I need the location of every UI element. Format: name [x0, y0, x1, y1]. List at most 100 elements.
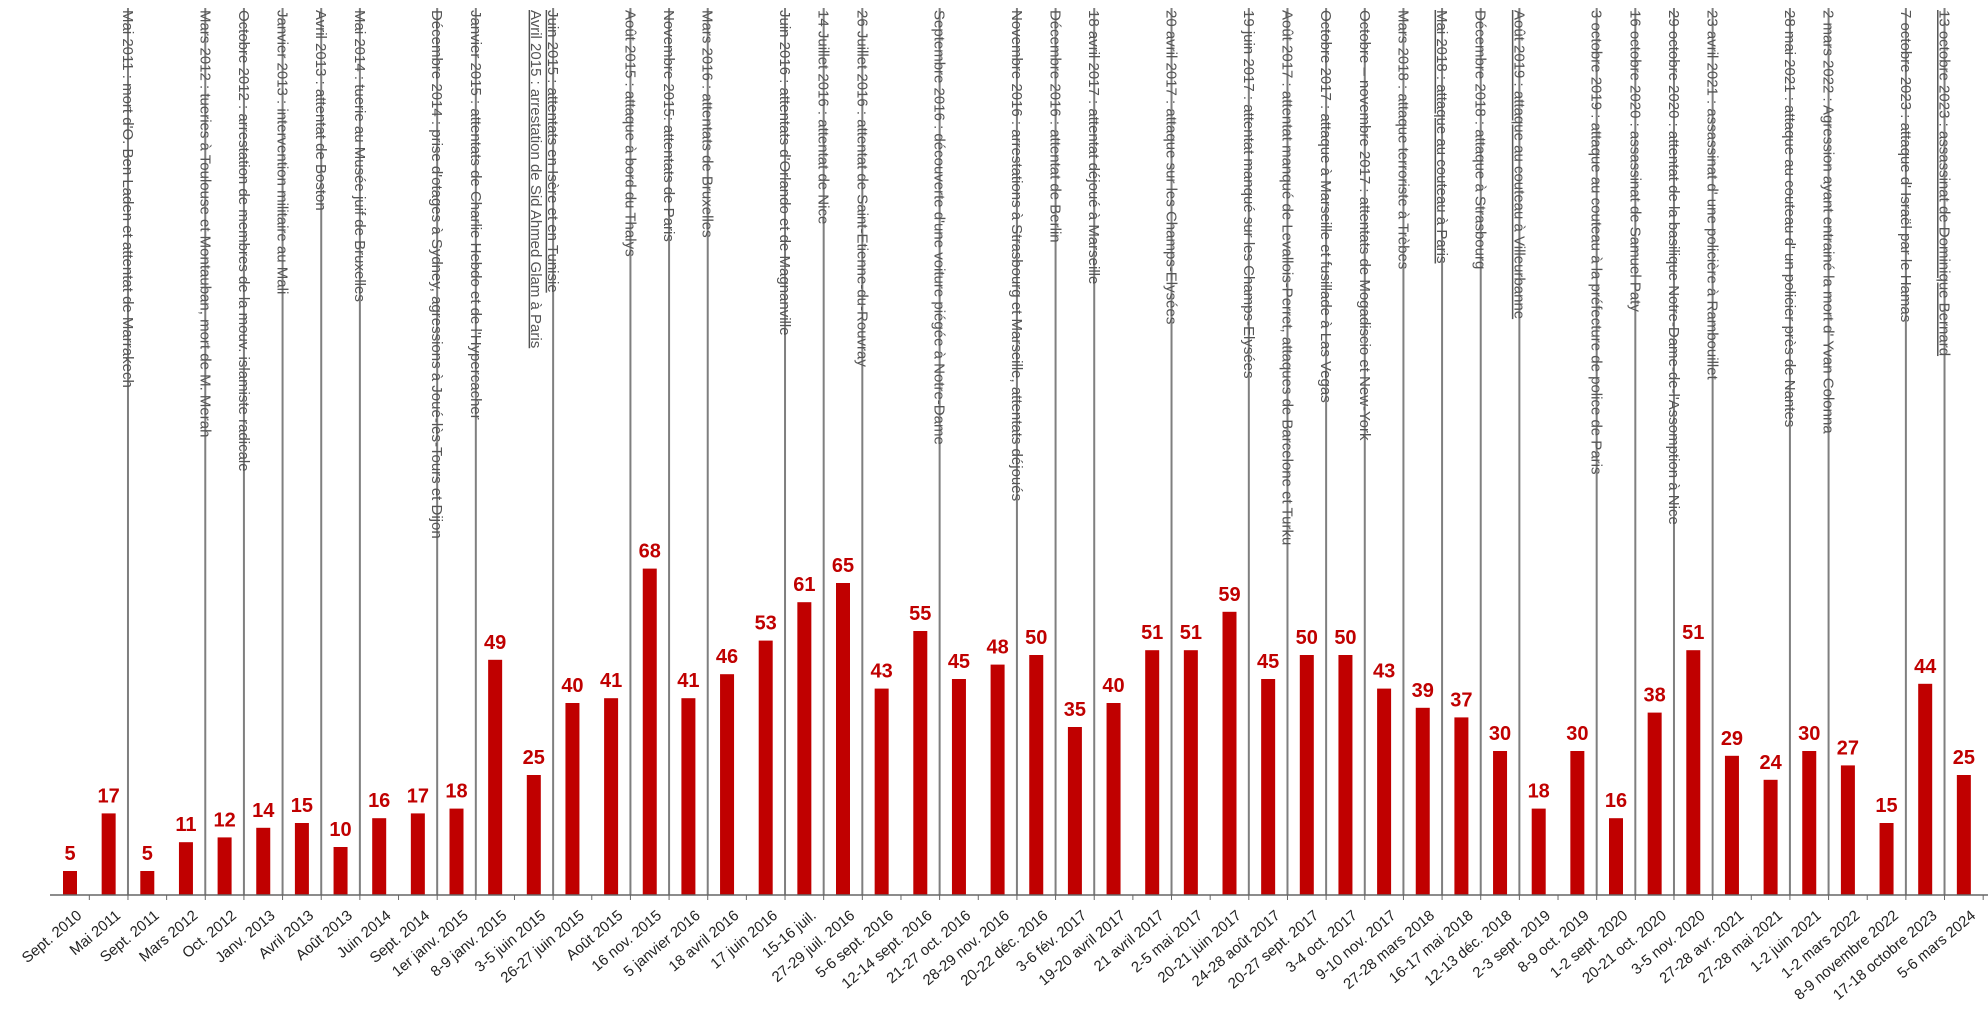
- event-annotation: Juin 2015 : attentats en Isère et en Tun…: [544, 10, 561, 293]
- event-annotation: Décembre 2014 : prise d'otages à Sydney,…: [428, 10, 445, 539]
- event-annotation: Novembre 2015: attentats de Paris: [660, 10, 677, 242]
- event-annotation: 14 Juillet 2016 : attentat de Nice: [815, 10, 832, 224]
- event-annotation: Mai 2014 : tuerie au Musée juif de Bruxe…: [351, 10, 368, 302]
- value-labels: 5 17 5 11 12 14 15 10 16 17 18 49 25 40 41 68 41 46 53 61 65…: [64, 541, 1975, 865]
- value-label: 17: [407, 785, 429, 807]
- bar: [642, 568, 657, 895]
- bar: [1106, 703, 1121, 895]
- event-annotations: Mai 2011 : mort d'O. Ben Laden et attent…: [119, 8, 1953, 895]
- bar: [758, 640, 773, 895]
- event-annotation: Octobre 2012 : arrestation de membres de…: [235, 10, 252, 472]
- bar: [294, 823, 309, 895]
- bar: [1377, 688, 1392, 895]
- bar: [1802, 751, 1817, 895]
- bar: [101, 813, 116, 895]
- bar: [681, 698, 696, 895]
- event-annotation: Décembre 2016 : attentat de Berlin: [1047, 10, 1064, 243]
- value-label: 38: [1644, 685, 1666, 707]
- event-annotation: 13 octobre 2023 : assassinat de Dominiqu…: [1936, 10, 1953, 356]
- event-annotation: Décembre 2018 : attaque à Strasbourg: [1472, 10, 1489, 269]
- value-label: 5: [142, 843, 153, 865]
- value-label: 15: [291, 795, 313, 817]
- bar: [720, 674, 735, 895]
- bar: [1570, 751, 1585, 895]
- event-annotation: Août 2017 : attentat manqué de Levallois…: [1278, 10, 1295, 545]
- value-label: 30: [1489, 723, 1511, 745]
- value-label: 45: [1257, 651, 1279, 673]
- event-annotation: 2 mars 2022 : Agression ayant entrainé l…: [1820, 10, 1837, 434]
- bar: [1067, 727, 1082, 895]
- event-annotation: Septembre 2016 : découverte d'une voitur…: [931, 10, 948, 445]
- event-annotation: Avril 2015 : arrestation de Sid Ahmed Gl…: [527, 10, 544, 348]
- bar: [1338, 655, 1353, 895]
- bar: [1763, 779, 1778, 895]
- event-annotation: Novembre 2016 : arrestations à Strasbour…: [1008, 10, 1025, 501]
- bar: [140, 871, 155, 895]
- value-label: 18: [445, 781, 467, 803]
- value-label: 24: [1759, 752, 1782, 774]
- bar: [874, 688, 889, 895]
- bars: [63, 568, 1971, 895]
- bar: [1956, 775, 1971, 895]
- value-label: 51: [1682, 622, 1704, 644]
- value-label: 61: [793, 574, 815, 596]
- bar: [951, 679, 966, 895]
- event-annotation: Juin 2016 : attentats d'Orlando et de Ma…: [776, 10, 793, 336]
- value-label: 43: [1373, 661, 1395, 683]
- bar: [1415, 707, 1430, 895]
- value-label: 41: [600, 670, 622, 692]
- event-annotation: Mai 2018 : attaque au couteau à Paris: [1433, 10, 1450, 264]
- bar: [526, 775, 541, 895]
- value-label: 49: [484, 632, 506, 654]
- bar: [1647, 712, 1662, 895]
- value-label: 37: [1450, 689, 1472, 711]
- bar: [1918, 683, 1933, 895]
- bar: [1299, 655, 1314, 895]
- value-label: 11: [175, 814, 196, 836]
- value-label: 39: [1412, 680, 1434, 702]
- value-label: 5: [64, 843, 75, 865]
- bar: [797, 602, 812, 895]
- value-label: 29: [1721, 728, 1743, 750]
- event-annotation: 20 avril 2017 : attaque sur les Champs-E…: [1163, 10, 1180, 324]
- value-label: 43: [871, 661, 893, 683]
- value-label: 35: [1064, 699, 1086, 721]
- bar: [178, 842, 193, 895]
- value-label: 10: [329, 819, 351, 841]
- bar: [836, 583, 850, 895]
- value-label: 68: [639, 541, 661, 563]
- value-label: 40: [561, 675, 583, 697]
- bar: [333, 847, 348, 895]
- event-annotation: Janvier 2013 : intervention militaire au…: [274, 10, 291, 294]
- bar: [217, 837, 232, 895]
- value-label: 40: [1102, 675, 1124, 697]
- event-annotation: 23 avril 2021 : assassinat d' une polici…: [1704, 10, 1721, 381]
- value-label: 50: [1025, 627, 1047, 649]
- value-label: 18: [1528, 781, 1550, 803]
- bar: [1840, 765, 1855, 895]
- value-label: 46: [716, 646, 738, 668]
- value-label: 51: [1141, 622, 1163, 644]
- event-annotation: 16 octobre 2020 : assassinat de Samuel P…: [1626, 10, 1643, 312]
- bar: [565, 703, 580, 895]
- bar: [1261, 679, 1276, 895]
- value-label: 45: [948, 651, 970, 673]
- value-label: 51: [1180, 622, 1202, 644]
- value-label: 50: [1296, 627, 1318, 649]
- event-annotation: Août 2015 : attaque à bord du Thalys: [621, 10, 638, 257]
- bar: [1686, 650, 1701, 895]
- event-annotation: 7 octobre 2023 : attaque d' Israël par l…: [1897, 10, 1914, 322]
- event-annotation: 19 juin 2017 : attentat manqué sur les C…: [1240, 10, 1257, 379]
- value-label: 27: [1837, 737, 1859, 759]
- bar: [913, 631, 928, 895]
- bar: [1879, 823, 1894, 895]
- event-annotation: 29 octobre 2020 : attentat de la basiliq…: [1665, 10, 1682, 525]
- bar: [63, 871, 77, 895]
- bar: [1222, 611, 1237, 895]
- value-label: 17: [98, 785, 120, 807]
- value-label: 25: [523, 747, 545, 769]
- event-annotation: Août 2019 : attaque au couteau à Villeur…: [1510, 10, 1527, 319]
- value-label: 59: [1218, 584, 1240, 606]
